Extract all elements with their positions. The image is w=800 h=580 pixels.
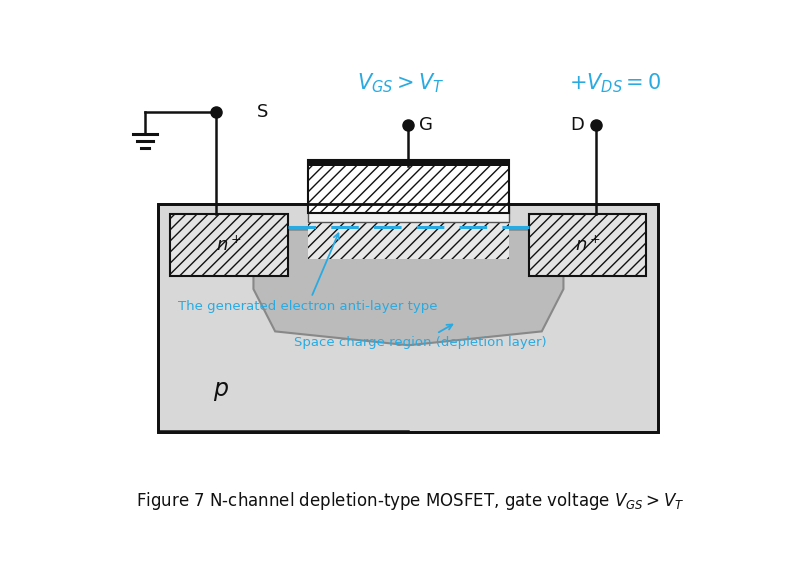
Text: D: D (570, 116, 584, 134)
Text: $+V_{DS}=0$: $+V_{DS}=0$ (569, 72, 662, 95)
Bar (308, 220, 510, 259)
Bar (308, 220, 510, 259)
Text: G: G (419, 116, 433, 134)
Bar (308, 161, 510, 213)
Text: Space charge region (depletion layer): Space charge region (depletion layer) (294, 325, 546, 349)
Bar (170, 215, 287, 276)
Text: S: S (257, 103, 269, 121)
Text: Figure 7 N-channel depletion-type MOSFET, gate voltage $V_{GS}>V_T$: Figure 7 N-channel depletion-type MOSFET… (136, 490, 684, 512)
Text: $V_{GS}>V_T$: $V_{GS}>V_T$ (357, 72, 444, 95)
Text: $n^+$: $n^+$ (216, 235, 242, 255)
Text: $n^+$: $n^+$ (574, 235, 601, 255)
Bar (308, 161, 510, 166)
Bar (158, 204, 658, 432)
Bar (158, 204, 658, 432)
Text: The generated electron anti-layer type: The generated electron anti-layer type (178, 233, 437, 313)
Text: p: p (213, 377, 228, 401)
Bar (170, 215, 287, 276)
Bar (529, 215, 646, 276)
Bar (529, 215, 646, 276)
Polygon shape (254, 230, 563, 345)
Bar (308, 204, 510, 222)
